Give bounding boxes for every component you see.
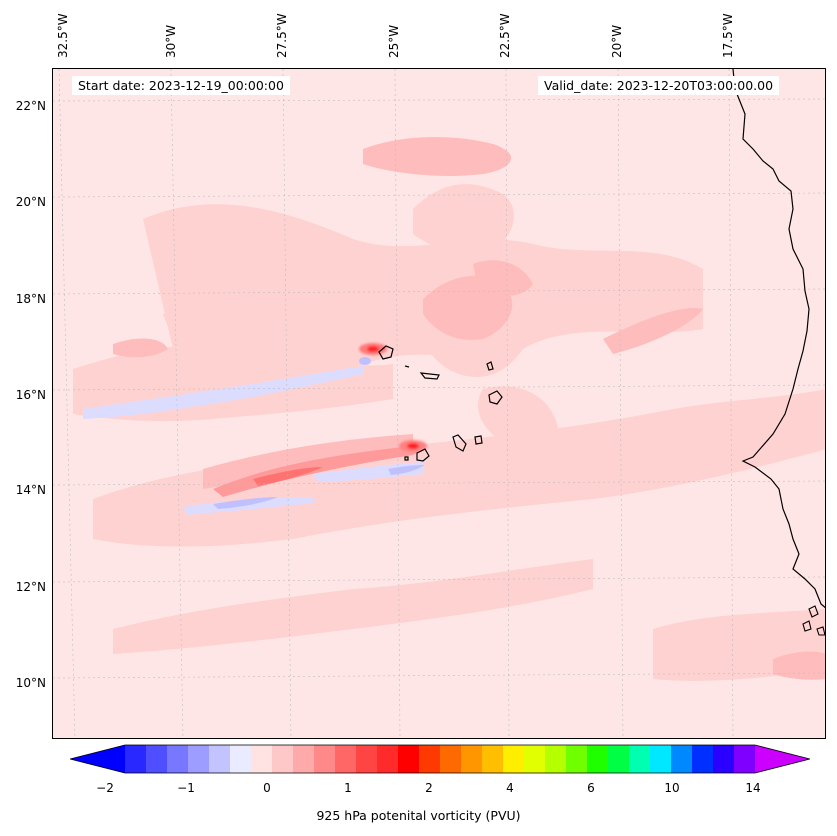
colorbar-segment xyxy=(734,745,756,773)
colorbar-tick-label: 4 xyxy=(506,781,514,795)
lat-label-10n: 10°N xyxy=(15,676,46,690)
lat-label-18n: 18°N xyxy=(15,292,46,306)
colorbar-tick-label: 0 xyxy=(263,781,271,795)
colorbar-tick-label: 2 xyxy=(425,781,433,795)
colorbar-segment xyxy=(188,745,210,773)
colorbar-segment xyxy=(419,745,441,773)
colorbar-segment xyxy=(230,745,252,773)
colorbar-segment xyxy=(671,745,693,773)
lon-label-22.5w: 22.5°W xyxy=(498,13,512,58)
lat-label-20n: 20°N xyxy=(15,195,46,209)
lon-label-20w: 20°W xyxy=(610,24,624,58)
colorbar-segment xyxy=(713,745,735,773)
start-date-label: Start date: 2023-12-19_00:00:00 xyxy=(72,76,290,95)
lat-label-14n: 14°N xyxy=(15,483,46,497)
pv-negative-cores xyxy=(213,357,425,509)
colorbar-segment xyxy=(314,745,336,773)
colorbar-segment xyxy=(125,745,147,773)
colorbar-segment xyxy=(209,745,231,773)
colorbar-tick-label: 1 xyxy=(344,781,352,795)
colorbar-tick-label: 6 xyxy=(587,781,595,795)
lon-label-27.5w: 27.5°W xyxy=(275,13,289,58)
colorbar-segment xyxy=(272,745,294,773)
colorbar-segment xyxy=(482,745,504,773)
bijagos-islands xyxy=(802,605,825,636)
colorbar-segment xyxy=(335,745,357,773)
colorbar-segment xyxy=(545,745,567,773)
graticule xyxy=(53,69,825,738)
colorbar-segment xyxy=(692,745,714,773)
colorbar-segment xyxy=(629,745,651,773)
colorbar xyxy=(70,744,810,774)
pv-contours-low xyxy=(73,184,825,681)
map-panel xyxy=(52,68,826,739)
colorbar-segment xyxy=(377,745,399,773)
lat-label-22n: 22°N xyxy=(15,99,46,113)
colorbar-segment xyxy=(608,745,630,773)
pv-band-core xyxy=(253,467,323,486)
lon-label-32.5w: 32.5°W xyxy=(56,13,70,58)
colorbar-outline xyxy=(70,744,810,774)
colorbar-extend-max xyxy=(755,745,810,773)
lon-label-25w: 25°W xyxy=(387,24,401,58)
lon-label-30w: 30°W xyxy=(164,24,178,58)
colorbar-segment xyxy=(524,745,546,773)
colorbar-tick-label: 14 xyxy=(745,781,761,795)
colorbar-tick-label: −1 xyxy=(177,781,195,795)
colorbar-segment xyxy=(440,745,462,773)
cape-verde-islands xyxy=(378,345,503,462)
colorbar-title: 925 hPa potenital vorticity (PVU) xyxy=(316,808,521,823)
colorbar-segment xyxy=(146,745,168,773)
colorbar-segment xyxy=(167,745,189,773)
colorbar-segment xyxy=(461,745,483,773)
colorbar-segment xyxy=(650,745,672,773)
africa-coastline xyxy=(732,69,825,609)
valid-date-label: Valid_date: 2023-12-20T03:00:00.00 xyxy=(538,76,780,95)
colorbar-segment xyxy=(398,745,420,773)
colorbar-segment xyxy=(293,745,315,773)
colorbar-segment xyxy=(587,745,609,773)
lon-label-17.5w: 17.5°W xyxy=(721,13,735,58)
pv-field-plot xyxy=(53,69,825,738)
colorbar-segment xyxy=(356,745,378,773)
lat-label-16n: 16°N xyxy=(15,388,46,402)
colorbar-segment xyxy=(251,745,273,773)
colorbar-extend-min xyxy=(70,745,125,773)
colorbar-tick-label: −2 xyxy=(96,781,114,795)
colorbar-segment xyxy=(503,745,525,773)
colorbar-segment xyxy=(566,745,588,773)
lat-label-12n: 12°N xyxy=(15,580,46,594)
pv-maxima xyxy=(359,343,427,452)
pv-negative-streaks xyxy=(83,366,423,515)
colorbar-tick-label: 10 xyxy=(664,781,680,795)
